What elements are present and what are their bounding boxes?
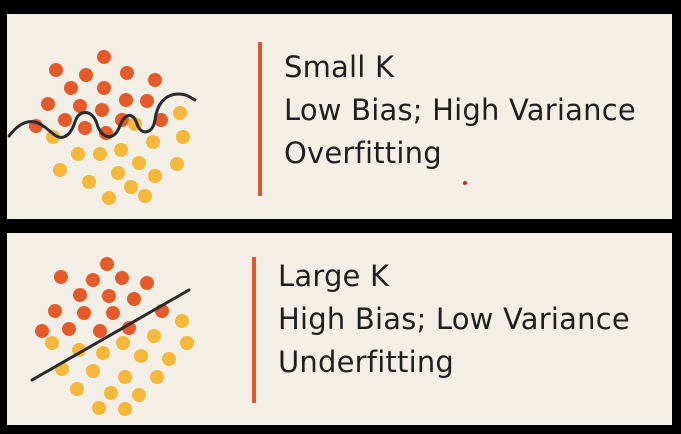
class-b-point — [114, 143, 128, 157]
class-b-point — [93, 147, 107, 161]
fit-label: Underfitting — [278, 345, 455, 379]
class-b-point — [180, 336, 194, 350]
class-b-point — [86, 364, 100, 378]
class-b-point — [147, 329, 161, 343]
class-a-point — [79, 68, 93, 82]
class-a-point — [73, 288, 87, 302]
class-b-point — [162, 352, 176, 366]
fit-label: Overfitting — [284, 136, 442, 170]
class-b-point — [132, 388, 146, 402]
large-k-panel: Large K High Bias; Low Variance Underfit… — [7, 233, 672, 425]
class-b-point — [46, 130, 60, 144]
class-b-point — [102, 191, 116, 205]
class-a-point — [106, 306, 120, 320]
class-b-point — [176, 130, 190, 144]
class-a-point — [122, 321, 136, 335]
class-b-point — [104, 386, 118, 400]
class-a-point — [77, 306, 91, 320]
class-a-point — [97, 81, 111, 95]
class-b-point — [71, 147, 85, 161]
class-b-point — [134, 349, 148, 363]
class-a-point — [148, 73, 162, 87]
class-a-point — [48, 304, 62, 318]
class-a-point — [127, 292, 141, 306]
class-b-point — [132, 156, 146, 170]
class-a-point — [93, 324, 107, 338]
class-a-point — [115, 271, 129, 285]
class-b-point — [146, 135, 160, 149]
k-size-label: Small K — [284, 50, 395, 84]
class-b-point — [96, 346, 110, 360]
class-a-point — [62, 322, 76, 336]
class-a-point — [64, 81, 78, 95]
class-b-point — [138, 189, 152, 203]
class-b-point — [53, 163, 67, 177]
overfitting-scatter-plot — [7, 50, 197, 205]
class-a-point — [49, 63, 63, 77]
class-a-point — [100, 257, 114, 271]
class-a-point — [140, 276, 154, 290]
small-k-text: Small K Low Bias; High Variance Overfitt… — [284, 46, 636, 175]
class-a-point — [73, 99, 87, 113]
decision-boundary — [30, 288, 191, 382]
class-a-point — [54, 270, 68, 284]
small-k-panel: Small K Low Bias; High Variance Overfitt… — [7, 14, 672, 219]
class-a-point — [58, 113, 72, 127]
class-a-point — [140, 94, 154, 108]
class-b-point — [118, 402, 132, 416]
class-b-point — [150, 370, 164, 384]
class-a-point — [120, 66, 134, 80]
class-a-point — [41, 97, 55, 111]
class-b-point — [70, 382, 84, 396]
class-b-point — [118, 370, 132, 384]
class-a-point — [86, 273, 100, 287]
class-a-point — [35, 324, 49, 338]
class-b-point — [124, 180, 138, 194]
class-b-point — [170, 157, 184, 171]
cursor-dot — [463, 181, 467, 185]
class-a-point — [119, 93, 133, 107]
class-b-point — [148, 169, 162, 183]
underfitting-scatter-plot — [30, 257, 194, 416]
class-b-point — [82, 175, 96, 189]
k-size-label: Large K — [278, 259, 390, 293]
class-b-point — [175, 314, 189, 328]
bias-variance-label: Low Bias; High Variance — [284, 93, 636, 127]
class-b-point — [111, 166, 125, 180]
panel-divider — [252, 257, 256, 403]
class-b-point — [173, 106, 187, 120]
class-b-point — [92, 401, 106, 415]
class-a-point — [102, 289, 116, 303]
class-a-point — [78, 121, 92, 135]
class-a-point — [154, 113, 168, 127]
class-b-point — [45, 336, 59, 350]
class-b-point — [116, 336, 130, 350]
decision-boundary — [7, 92, 197, 139]
panel-divider — [258, 42, 262, 196]
large-k-text: Large K High Bias; Low Variance Underfit… — [278, 255, 630, 384]
bias-variance-label: High Bias; Low Variance — [278, 302, 630, 336]
class-a-point — [97, 50, 111, 64]
class-a-point — [95, 103, 109, 117]
